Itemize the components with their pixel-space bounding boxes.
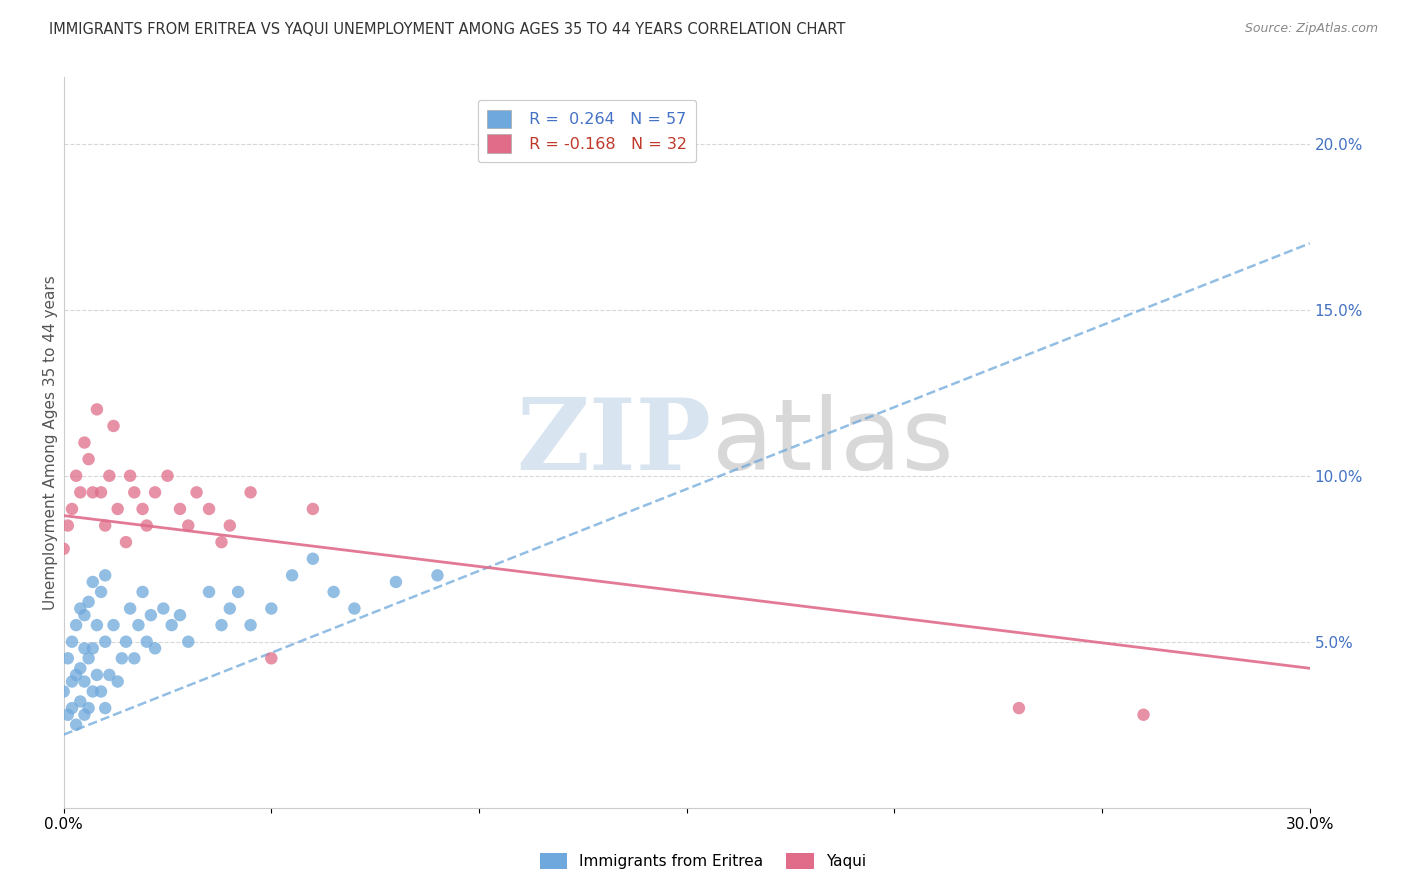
Point [131,502,153,516]
Point [77,651,100,665]
Point [69,694,91,708]
Point [152,601,174,615]
Point [77,701,100,715]
Point [260,601,283,615]
Point [115,634,138,648]
Point [94,701,117,715]
Point [218,601,240,615]
Text: ZIP: ZIP [516,394,711,491]
Point [103,618,125,632]
Point [60,502,83,516]
Point [65,717,87,731]
Point [86,668,108,682]
Point [52,541,75,556]
Point [73,608,96,623]
Point [90,485,112,500]
Point [120,468,142,483]
Point [56,651,79,665]
Point [69,601,91,615]
Point [139,608,162,623]
Point [82,574,104,589]
Point [169,608,191,623]
Text: IMMIGRANTS FROM ERITREA VS YAQUI UNEMPLOYMENT AMONG AGES 35 TO 44 YEARS CORRELAT: IMMIGRANTS FROM ERITREA VS YAQUI UNEMPLO… [49,22,845,37]
Point [426,568,449,582]
Point [135,518,157,533]
Point [169,502,191,516]
Point [82,641,104,656]
Point [281,568,304,582]
Point [131,585,153,599]
Point [211,535,233,549]
Point [98,668,121,682]
Point [127,618,149,632]
Text: atlas: atlas [711,394,953,491]
Point [198,502,221,516]
Point [124,485,146,500]
Point [198,585,221,599]
Point [73,674,96,689]
Point [211,618,233,632]
Point [73,435,96,450]
Point [177,518,200,533]
Point [56,707,79,722]
Point [226,585,249,599]
Point [90,684,112,698]
Point [1132,707,1154,722]
Point [69,661,91,675]
Point [135,634,157,648]
Legend:  R =  0.264   N = 57,  R = -0.168   N = 32: R = 0.264 N = 57, R = -0.168 N = 32 [478,100,696,162]
Point [82,485,104,500]
Point [343,601,366,615]
Text: Source: ZipAtlas.com: Source: ZipAtlas.com [1244,22,1378,36]
Point [82,684,104,698]
Point [60,674,83,689]
Point [177,634,200,648]
Point [218,518,240,533]
Legend: Immigrants from Eritrea, Yaqui: Immigrants from Eritrea, Yaqui [534,847,872,875]
Point [107,502,129,516]
Point [73,707,96,722]
Point [239,618,262,632]
Point [94,518,117,533]
Point [60,634,83,648]
Point [143,641,166,656]
Point [260,651,283,665]
Point [107,674,129,689]
Point [77,452,100,467]
Point [302,551,325,566]
Point [160,618,183,632]
Point [65,468,87,483]
Point [322,585,344,599]
Point [73,641,96,656]
Point [143,485,166,500]
Point [94,568,117,582]
Point [115,535,138,549]
Point [86,618,108,632]
Point [111,651,134,665]
Point [77,595,100,609]
Point [90,585,112,599]
Point [94,634,117,648]
Point [65,668,87,682]
Point [52,684,75,698]
Point [124,651,146,665]
Point [302,502,325,516]
Point [69,485,91,500]
Point [156,468,179,483]
Point [385,574,408,589]
Point [186,485,208,500]
Point [120,601,142,615]
Point [98,468,121,483]
Point [86,402,108,417]
Point [65,618,87,632]
Point [60,701,83,715]
Point [56,518,79,533]
Point [1008,701,1031,715]
Point [239,485,262,500]
Y-axis label: Unemployment Among Ages 35 to 44 years: Unemployment Among Ages 35 to 44 years [44,276,58,610]
Point [103,419,125,434]
